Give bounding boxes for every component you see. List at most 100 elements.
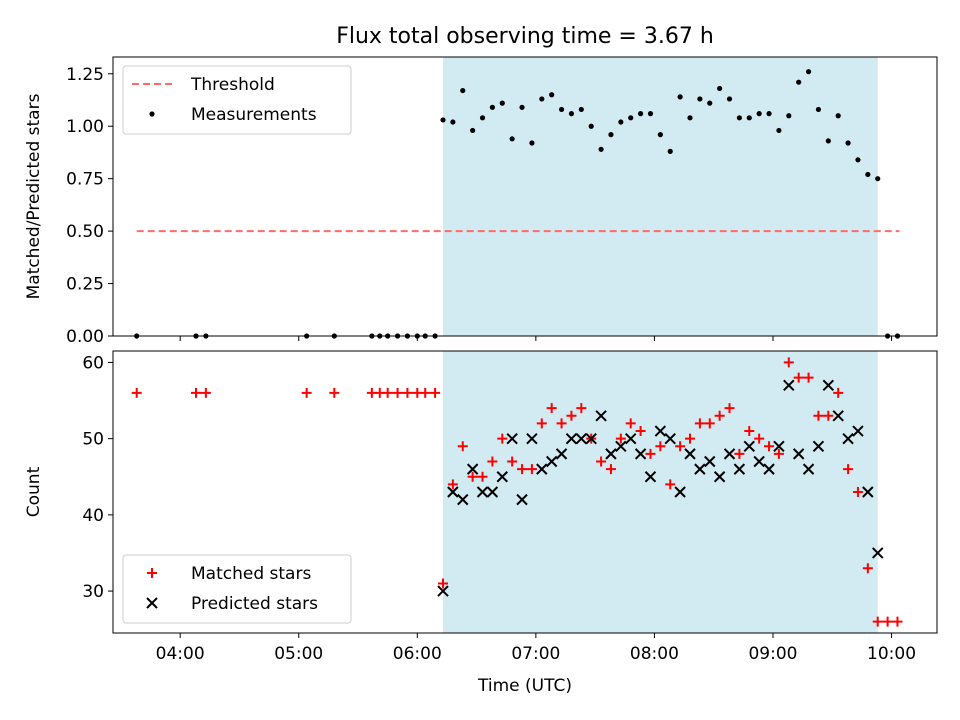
matched-star-point xyxy=(694,418,705,429)
measurement-point xyxy=(549,92,555,98)
matched-star-point xyxy=(447,479,458,490)
predicted-star-point xyxy=(536,463,548,475)
y-tick-label: 1.00 xyxy=(66,117,104,137)
y-tick-label: 0.25 xyxy=(66,275,104,295)
measurement-point xyxy=(756,111,762,117)
predicted-star-point xyxy=(634,448,647,460)
observing-span-shade xyxy=(442,57,878,336)
predicted-star-point xyxy=(674,486,686,498)
predicted-star-point xyxy=(812,440,825,452)
y-tick-label: 60 xyxy=(82,353,104,373)
matched-star-point xyxy=(714,410,725,421)
measurement-point xyxy=(440,117,446,123)
predicted-star-point xyxy=(625,432,637,445)
matched-star-point xyxy=(576,403,587,414)
matched-star-point xyxy=(467,471,478,482)
predicted-star-point xyxy=(743,440,755,452)
matched-star-point xyxy=(517,464,528,475)
matched-star-point xyxy=(536,418,547,429)
measurement-point xyxy=(568,111,575,117)
x-tick-label: 06:00 xyxy=(393,644,442,664)
measurement-point xyxy=(776,127,782,134)
predicted-star-point xyxy=(506,432,518,445)
predicted-star-point xyxy=(802,463,815,475)
measurement-point xyxy=(865,171,871,178)
measurement-point xyxy=(766,111,772,117)
legend-measurement-swatch xyxy=(149,111,155,117)
measurement-point xyxy=(598,146,604,152)
legend-matched-swatch xyxy=(147,568,157,578)
predicted-star-point xyxy=(447,486,459,498)
legend-label: Predicted stars xyxy=(191,594,318,614)
predicted-star-point xyxy=(437,585,449,597)
measurement-point xyxy=(805,69,812,75)
matched-star-point xyxy=(392,387,403,398)
y-axis-label: Matched/Predicted stars xyxy=(24,93,44,299)
matched-star-point xyxy=(556,418,567,429)
legend: Threshold Measurements xyxy=(122,65,352,135)
matched-star-point xyxy=(430,387,441,398)
predicted-star-point xyxy=(862,486,874,498)
matched-star-point xyxy=(833,387,844,398)
observing-span-shade xyxy=(442,351,878,633)
predicted-star-point xyxy=(792,448,805,460)
matched-star-point xyxy=(605,464,616,475)
y-tick-label: 0.50 xyxy=(66,222,104,242)
measurement-point xyxy=(509,136,515,142)
legend-label: Threshold xyxy=(190,75,275,95)
measurement-point xyxy=(470,127,476,134)
measurement-point xyxy=(746,115,752,121)
y-axis-label: Count xyxy=(24,466,44,517)
matched-star-point xyxy=(635,426,646,437)
matched-star-point xyxy=(645,448,656,459)
predicted-star-point xyxy=(644,471,657,483)
matched-star-point xyxy=(882,616,893,627)
matched-star-point xyxy=(744,426,755,437)
predicted-star-point xyxy=(555,448,568,460)
top-panel-ratio: 0.00 0.25 0.50 0.75 1.00 1.25 Matched/Predicte… xyxy=(24,56,938,347)
measurement-point xyxy=(450,119,456,125)
measurement-point xyxy=(558,106,565,113)
matched-star-point xyxy=(764,441,775,452)
measurement-point xyxy=(608,132,614,138)
measurement-point xyxy=(677,94,683,100)
measurement-point xyxy=(588,123,594,129)
matched-star-point xyxy=(803,372,814,383)
legend-label: Measurements xyxy=(191,105,317,125)
measurement-point xyxy=(637,111,644,117)
measurement-point xyxy=(855,157,861,163)
y-tick-label: 0.00 xyxy=(66,327,104,347)
matched-star-point xyxy=(684,433,695,444)
predicted-star-point xyxy=(526,432,538,445)
predicted-star-point xyxy=(773,440,785,452)
matched-star-point xyxy=(675,441,686,452)
matched-star-point xyxy=(526,464,537,475)
measurement-point xyxy=(815,106,822,113)
predicted-star-point xyxy=(496,471,508,483)
predicted-star-point xyxy=(753,455,765,468)
bottom-panel-count: 30 40 50 60 04:00 05:00 06:00 07:00 08:00 09:00 10… xyxy=(24,350,938,696)
matched-star-point xyxy=(704,418,715,429)
measurement-point xyxy=(707,100,713,106)
predicted-star-point xyxy=(763,463,775,475)
measurement-point xyxy=(845,140,851,146)
matched-star-point xyxy=(872,616,883,627)
measurement-point xyxy=(628,115,634,121)
matched-star-point xyxy=(596,456,607,467)
legend-box xyxy=(122,65,352,135)
matched-star-point xyxy=(734,448,745,459)
matched-star-point xyxy=(843,464,854,475)
predicted-star-point xyxy=(486,486,499,498)
x-tick-label: 09:00 xyxy=(748,644,797,664)
matched-star-point xyxy=(813,410,824,421)
matched-star-point xyxy=(497,433,508,444)
matched-star-point xyxy=(200,387,211,398)
matched-star-point xyxy=(793,372,804,383)
measurement-point xyxy=(875,176,881,182)
matched-star-point xyxy=(566,410,577,421)
measurement-point xyxy=(697,96,703,102)
matched-star-point xyxy=(754,433,765,444)
legend-box xyxy=(122,554,352,624)
measurement-point xyxy=(479,115,486,121)
measurement-point xyxy=(578,106,584,113)
